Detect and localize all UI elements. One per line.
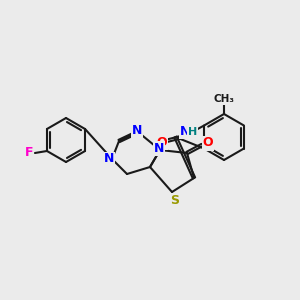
Text: N: N: [180, 125, 190, 138]
Text: N: N: [154, 142, 164, 154]
Text: F: F: [25, 146, 33, 160]
Text: N: N: [104, 152, 114, 166]
Text: O: O: [203, 136, 213, 149]
Text: S: S: [170, 194, 179, 208]
Text: O: O: [156, 136, 167, 149]
Text: H: H: [188, 127, 197, 137]
Text: CH₃: CH₃: [214, 94, 235, 104]
Text: N: N: [132, 124, 142, 136]
